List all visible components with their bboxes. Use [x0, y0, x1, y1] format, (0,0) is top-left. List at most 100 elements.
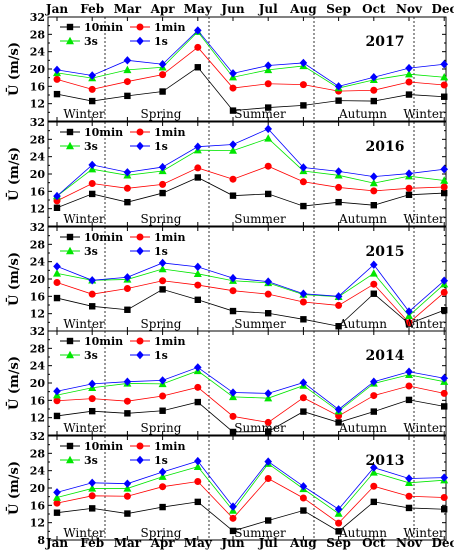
- legend-label-1s: 1s: [154, 245, 168, 258]
- panel-2017: 12 16 20 24 28 32 10min 1min 3s 1s 2017 Winter Sprin…: [6, 11, 449, 122]
- data-point-1s: [370, 73, 378, 82]
- y-tick-label: 28: [30, 447, 46, 460]
- legend-label-1min: 1min: [154, 126, 185, 139]
- y-tick-label: 16: [30, 80, 46, 93]
- series-line-1s: [56, 460, 445, 510]
- data-point-1s: [123, 168, 132, 177]
- series-line-10min: [56, 177, 445, 209]
- legend-label-10min: 10min: [84, 21, 123, 34]
- y-tick-label: 28: [30, 342, 46, 355]
- y-tick-label: 12: [30, 517, 45, 530]
- data-point-1min: [229, 412, 237, 420]
- y-tick-label: 16: [30, 185, 46, 198]
- data-point-1s: [440, 374, 448, 383]
- series-line-1min: [56, 477, 445, 524]
- legend-label-3s: 3s: [84, 349, 98, 362]
- data-point-1s: [123, 273, 132, 282]
- data-point-1min: [299, 394, 307, 402]
- data-point-1s: [299, 289, 308, 298]
- y-tick-label: 12: [30, 308, 45, 321]
- panel-2014: 12 16 20 24 28 32 10min 1min 3s 1s 2014 Winter Sprin…: [6, 325, 449, 436]
- y-tick-label: 32: [30, 430, 45, 443]
- data-point-1min: [264, 80, 272, 88]
- data-point-1min: [229, 175, 237, 183]
- data-point-1s: [334, 405, 343, 414]
- top-month-tick-label: Nov: [396, 2, 423, 16]
- season-label: Winter: [63, 317, 105, 331]
- legend-marker-10min: [66, 23, 74, 31]
- panel-2013: 8 12 16 20 24 28 32 10min 1min 3s 1s 2013 Winter Spri…: [6, 430, 449, 547]
- bottom-month-tick-label: Jun: [220, 536, 244, 550]
- series-line-3s: [56, 463, 445, 515]
- data-point-10min: [370, 290, 377, 297]
- data-point-1min: [299, 178, 307, 186]
- data-point-3s: [53, 269, 61, 277]
- data-point-10min: [53, 412, 61, 420]
- data-point-1min: [123, 78, 131, 86]
- season-label: Winter: [63, 526, 105, 540]
- y-tick-label: 24: [30, 46, 46, 59]
- season-label: Winter: [403, 526, 445, 540]
- season-label: Spring: [141, 107, 182, 121]
- data-point-1s: [53, 65, 61, 75]
- series-line-10min: [56, 399, 445, 433]
- data-point-1min: [370, 86, 378, 94]
- panel-title: 2016: [366, 139, 405, 155]
- y-tick-label: 24: [30, 360, 46, 373]
- season-label: Winter: [403, 107, 445, 121]
- data-point-1s: [334, 82, 343, 91]
- data-point-1s: [264, 457, 272, 466]
- legend-marker-1s: [136, 36, 144, 46]
- data-point-10min: [265, 310, 272, 317]
- bottom-month-tick-label: Aug: [289, 536, 317, 550]
- data-point-1s: [158, 162, 167, 172]
- season-label: Winter: [63, 421, 105, 435]
- data-point-1s: [405, 307, 413, 316]
- y-tick-label: 12: [30, 98, 45, 111]
- legend-label-1min: 1min: [154, 440, 185, 453]
- y-tick-label: 16: [30, 290, 46, 303]
- season-label: Autumn: [338, 421, 387, 435]
- series-line-10min: [56, 66, 445, 112]
- data-point-10min: [441, 189, 448, 197]
- season-label: Summer: [234, 212, 286, 226]
- data-point-1min: [405, 319, 413, 327]
- y-tick-label: 16: [30, 394, 46, 407]
- data-point-10min: [124, 306, 131, 313]
- legend-marker-10min: [66, 442, 74, 450]
- data-point-1min: [370, 187, 378, 195]
- data-point-1min: [53, 499, 61, 507]
- data-point-1s: [440, 473, 448, 482]
- data-point-1min: [88, 492, 96, 500]
- data-point-1min: [440, 81, 448, 89]
- data-point-1min: [405, 492, 413, 500]
- data-point-10min: [159, 407, 166, 414]
- data-point-1min: [335, 519, 343, 527]
- series-line-1min: [56, 280, 445, 324]
- panel-title: 2014: [366, 348, 405, 364]
- data-point-10min: [441, 403, 448, 410]
- bottom-month-tick-label: Jul: [258, 536, 278, 550]
- data-point-1s: [194, 142, 202, 151]
- data-point-1s: [264, 277, 272, 286]
- y-tick-label: 8: [37, 534, 45, 547]
- data-point-1min: [53, 397, 61, 405]
- data-point-1min: [194, 281, 202, 289]
- top-month-tick-label: May: [184, 2, 213, 16]
- data-point-1s: [194, 456, 202, 466]
- y-tick-label: 32: [30, 325, 45, 338]
- data-point-10min: [159, 286, 166, 293]
- data-point-1s: [229, 273, 237, 283]
- data-point-3s: [88, 484, 97, 492]
- series-line-1s: [56, 366, 445, 410]
- data-point-10min: [124, 410, 131, 417]
- data-point-1s: [334, 292, 343, 301]
- data-point-3s: [193, 269, 202, 277]
- legend-marker-1min: [136, 337, 144, 345]
- legend-marker-1s: [136, 455, 144, 465]
- data-point-3s: [369, 468, 378, 476]
- data-point-1s: [229, 140, 237, 149]
- data-point-3s: [229, 146, 237, 154]
- legend-marker-10min: [66, 337, 74, 345]
